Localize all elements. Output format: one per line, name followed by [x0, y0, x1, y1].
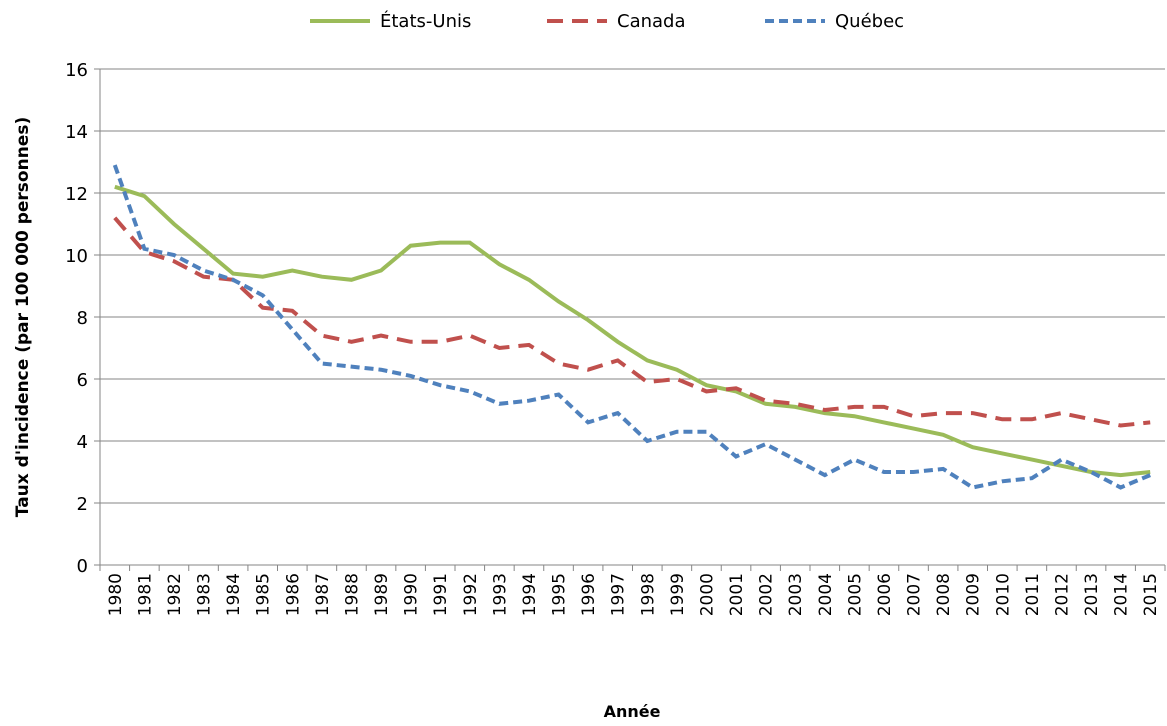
x-tick-label: 1994 — [520, 573, 540, 616]
x-tick-label: 2015 — [1141, 573, 1161, 616]
x-axis-label: Année — [604, 702, 661, 721]
x-tick-label: 2001 — [727, 573, 747, 616]
x-tick-label: 1986 — [283, 573, 303, 616]
x-tick-label: 2000 — [697, 573, 717, 616]
x-tick-label: 2009 — [964, 573, 984, 616]
x-tick-label: 2006 — [875, 573, 895, 616]
series-line — [114, 184, 1151, 478]
y-tick-label: 10 — [65, 246, 88, 267]
legend-label: Canada — [617, 11, 686, 32]
x-tick-label: 2013 — [1082, 573, 1102, 616]
x-tick-label: 1983 — [195, 573, 215, 616]
x-tick-label: 2014 — [1112, 573, 1132, 616]
x-tick-label: 1993 — [490, 573, 510, 616]
y-tick-label: 16 — [65, 60, 88, 81]
x-tick-label: 1982 — [165, 573, 185, 616]
x-tick-label: 1989 — [372, 573, 392, 616]
y-tick-label: 12 — [65, 184, 88, 205]
x-tick-label: 1997 — [609, 573, 629, 616]
x-tick-label: 1995 — [550, 573, 570, 616]
x-tick-label: 1987 — [313, 573, 333, 616]
legend-label: Québec — [835, 11, 904, 32]
x-tick-label: 1991 — [431, 573, 451, 616]
x-tick-label: 1981 — [135, 573, 155, 616]
legend-label: États-Unis — [380, 10, 471, 32]
x-tick-label: 1992 — [461, 573, 481, 616]
x-tick-label: 2003 — [786, 573, 806, 616]
y-tick-label: 8 — [77, 308, 88, 329]
x-tick-label: 2012 — [1052, 573, 1072, 616]
x-tick-label: 1996 — [579, 573, 599, 616]
x-tick-label: 1980 — [106, 573, 126, 616]
x-tick-label: 2005 — [845, 573, 865, 616]
x-tick-label: 2004 — [816, 573, 836, 616]
y-tick-label: 0 — [77, 556, 88, 577]
x-tick-label: 1988 — [342, 573, 362, 616]
series-line — [113, 216, 1151, 428]
x-tick-label: 1990 — [402, 573, 422, 616]
x-tick-label: 2010 — [993, 573, 1013, 616]
y-axis-label: Taux d'incidence (par 100 000 personnes) — [13, 117, 33, 517]
x-tick-label: 2007 — [905, 573, 925, 616]
x-tick-label: 1999 — [668, 573, 688, 616]
y-tick-label: 4 — [77, 432, 88, 453]
x-tick-label: 1984 — [224, 573, 244, 616]
x-tick-label: 1985 — [254, 573, 274, 616]
series-line — [112, 164, 1151, 490]
x-tick-label: 2011 — [1023, 573, 1043, 616]
x-tick-label: 2008 — [934, 573, 954, 616]
x-tick-label: 1998 — [638, 573, 658, 616]
x-tick-label: 2002 — [757, 573, 777, 616]
y-tick-label: 6 — [77, 370, 88, 391]
y-tick-label: 14 — [65, 122, 88, 143]
y-tick-label: 2 — [77, 494, 88, 515]
